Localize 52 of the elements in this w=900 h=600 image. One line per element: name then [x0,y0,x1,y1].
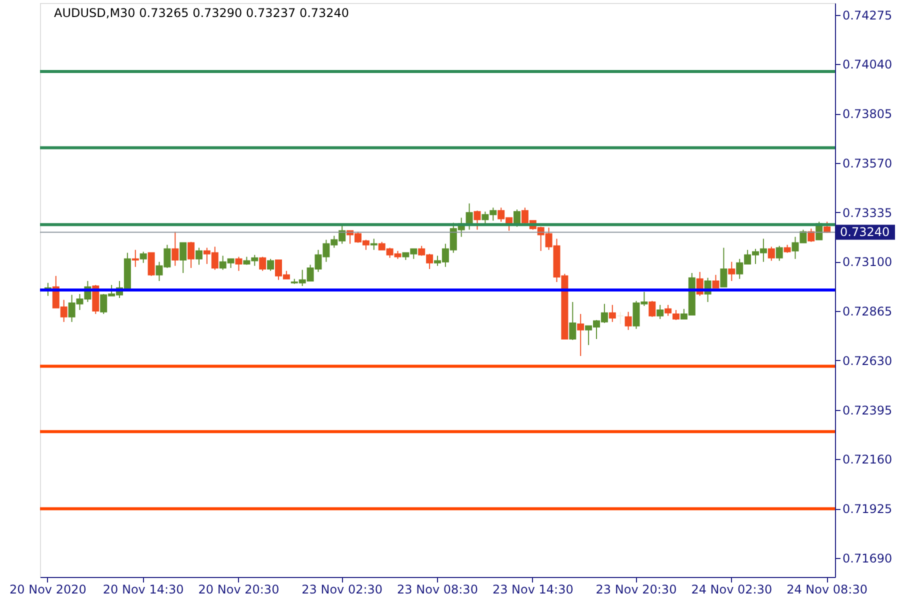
y-tick-label: 0.73100 [842,255,892,270]
candlestick [712,274,720,288]
y-tick-label: 0.74040 [842,58,892,72]
candlestick [466,202,473,230]
y-tick-label: 0.74275 [842,8,892,22]
candlestick [776,245,783,262]
y-tick-label: 0.73335 [842,206,892,220]
x-tick-label: 23 Nov 20:30 [596,582,677,596]
x-tick-label: 23 Nov 02:30 [302,582,383,596]
x-tick-label: 20 Nov 14:30 [102,582,184,596]
candlestick [132,249,139,268]
candlestick [664,304,672,316]
y-tick-label: 0.71925 [842,502,892,516]
candlestick [672,309,680,321]
candlestick [180,242,187,274]
x-tick-label: 24 Nov 08:30 [786,582,868,596]
candlestick [235,256,242,272]
candlestick [514,209,520,228]
candlestick [768,246,775,262]
candlestick [728,261,736,282]
y-tick-label: 0.72160 [842,452,892,467]
candlestick [140,251,147,264]
y-tick-label: 0.72395 [842,403,892,418]
y-tick-label: 0.72865 [842,304,892,319]
x-tick-label: 20 Nov 2020 [10,582,86,596]
candlestick [172,231,179,266]
candlestick [267,258,274,272]
candlestick [624,311,632,330]
candlestick [569,301,576,341]
y-tick-label: 0.71690 [842,551,892,566]
candlestick [196,247,202,266]
x-tick-label: 23 Nov 14:30 [492,582,574,596]
candlestick [616,311,624,325]
ref-line-label: 0.73240 [840,225,890,240]
x-tick-label: 23 Nov 08:30 [397,582,478,596]
chart-title: AUDUSD,M30 0.73265 0.73290 0.73237 0.73240 [54,6,350,20]
candlestick [148,252,155,276]
candlestick [577,313,584,356]
candlestick [608,304,616,322]
candlestick [656,304,664,320]
x-tick-label: 20 Nov 20:30 [198,582,280,596]
candlestick [808,228,815,242]
candlestick [648,300,656,318]
candlestick [188,241,195,268]
candlestick [720,247,728,288]
y-tick-label: 0.72630 [842,354,892,368]
candlestick [370,238,378,250]
y-tick-label: 0.73805 [842,107,892,122]
y-tick-label: 0.73570 [842,156,892,170]
candlestick [474,210,481,230]
x-tick-label: 24 Nov 02:30 [691,582,772,596]
candlestick [259,256,266,272]
